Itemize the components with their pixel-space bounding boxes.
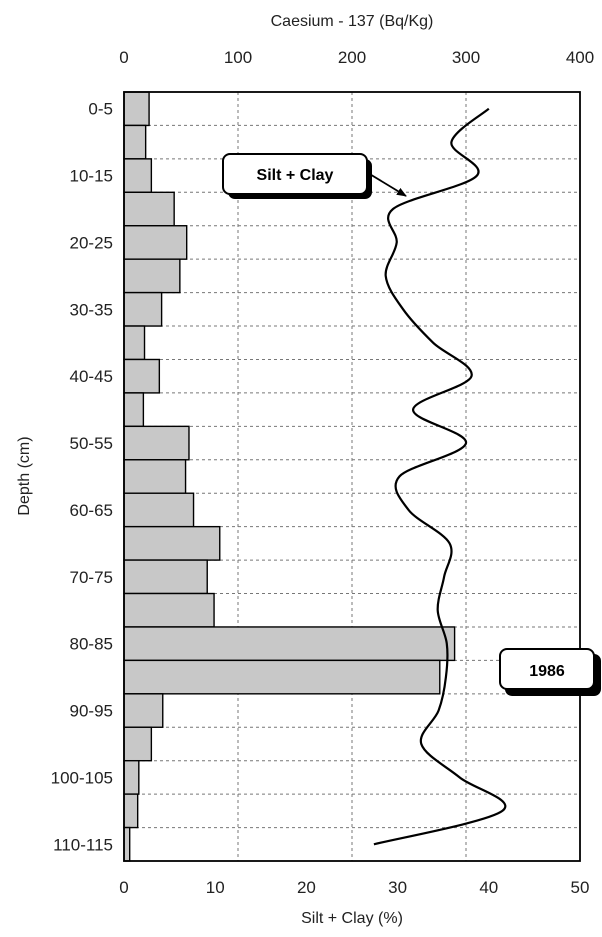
bottom-tick-label: 20: [297, 878, 316, 897]
bar-85-90: [123, 659, 441, 695]
bar-95-100: [123, 726, 153, 762]
year-1986-callout-text: 1986: [529, 663, 565, 680]
bar-40-45: [123, 358, 161, 394]
bar-5-10: [123, 124, 147, 160]
depth-label: 80-85: [70, 635, 113, 654]
bottom-tick-label: 50: [571, 878, 590, 897]
bar-25-30: [123, 258, 181, 294]
bar-10-15: [123, 158, 153, 194]
bars: [123, 91, 456, 862]
depth-label: 10-15: [70, 167, 113, 186]
silt-clay-callout: Silt + Clay: [222, 153, 407, 199]
top-tick-label: 200: [338, 48, 366, 67]
y-axis-title: Depth (cm): [16, 436, 33, 515]
depth-label: 110-115: [53, 835, 113, 854]
top-tick-label: 0: [119, 48, 128, 67]
callout-arrow: [367, 172, 407, 197]
bottom-axis-title: Silt + Clay (%): [301, 910, 403, 927]
bar-50-55: [123, 425, 190, 461]
depth-label: 60-65: [70, 501, 113, 520]
bottom-tick-label: 0: [119, 878, 128, 897]
depth-axis-labels: 0-5 10-15 20-25 30-35 40-45 50-55 60-65 70-75 80…: [51, 100, 113, 855]
bar-80-85: [123, 626, 456, 662]
bottom-tick-label: 40: [479, 878, 498, 897]
bar-0-5: [123, 91, 150, 127]
depth-label: 100-105: [51, 768, 113, 787]
top-axis-ticks: 0 100 200 300 400: [119, 48, 594, 67]
bottom-axis-ticks: 0 10 20 30 40 50: [119, 878, 589, 897]
depth-label: 90-95: [70, 702, 113, 721]
bar-55-60: [123, 459, 187, 494]
depth-label: 70-75: [70, 568, 113, 587]
bar-65-70: [123, 525, 221, 561]
top-tick-label: 400: [566, 48, 594, 67]
bar-15-20: [123, 191, 175, 227]
depth-label: 50-55: [70, 434, 113, 453]
bar-30-35: [123, 291, 163, 327]
depth-label: 20-25: [70, 233, 113, 252]
bar-105-110: [123, 793, 139, 829]
plot-frame: [123, 91, 581, 862]
silt-clay-callout-text: Silt + Clay: [257, 167, 334, 184]
bar-75-80: [123, 592, 215, 628]
grid: [124, 92, 580, 861]
bottom-tick-label: 30: [388, 878, 407, 897]
depth-label: 40-45: [70, 367, 113, 386]
bar-45-50: [123, 392, 145, 428]
year-1986-callout: 1986: [499, 648, 601, 696]
bar-60-65: [123, 492, 195, 528]
bar-90-95: [123, 693, 164, 728]
top-tick-label: 100: [224, 48, 252, 67]
depth-label: 0-5: [88, 100, 113, 119]
bottom-tick-label: 10: [206, 878, 225, 897]
bar-35-40: [123, 325, 146, 361]
top-tick-label: 300: [452, 48, 480, 67]
bar-100-105: [123, 759, 140, 795]
silt-clay-curve: [373, 107, 507, 846]
top-axis-title: Caesium - 137 (Bq/Kg): [271, 13, 434, 30]
depth-label: 30-35: [70, 300, 113, 319]
bar-70-75: [123, 559, 208, 595]
bar-20-25: [123, 225, 188, 260]
